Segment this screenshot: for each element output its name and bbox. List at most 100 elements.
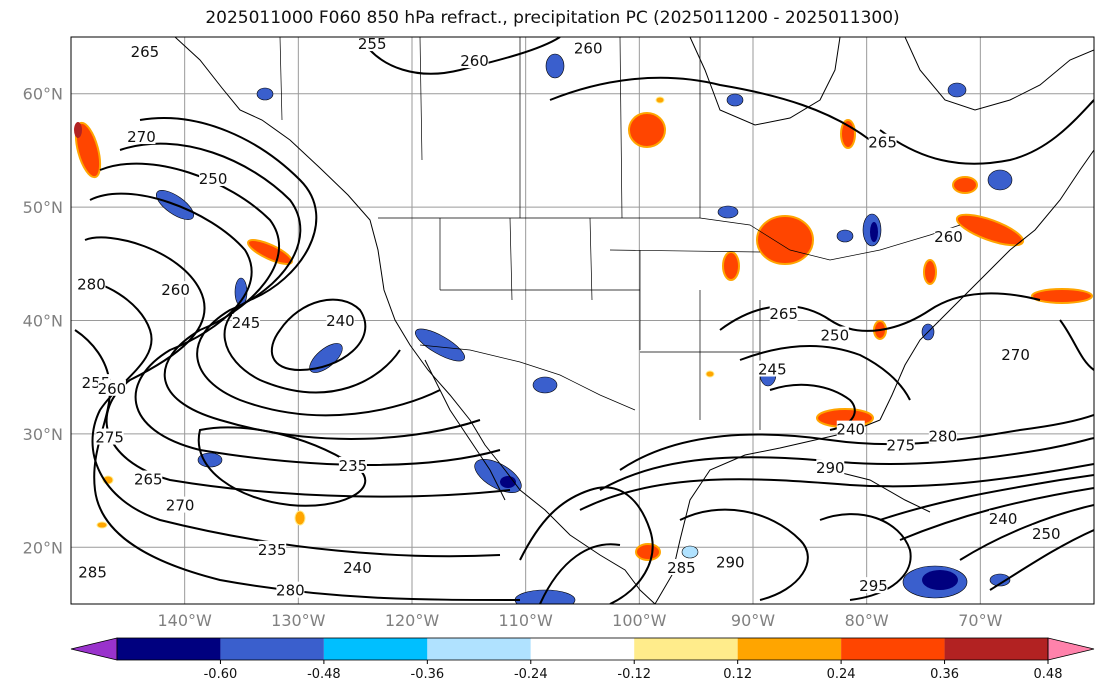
colorbar-tick-label: 0.36 — [930, 667, 959, 682]
contour-label-bg — [338, 456, 367, 473]
contour-label-bg — [232, 314, 261, 331]
province-border — [279, 37, 701, 219]
colorbar-tick-label: 0.12 — [723, 667, 752, 682]
contour-line — [879, 474, 1094, 521]
colorbar-segment — [427, 638, 531, 660]
precip-patch — [870, 222, 878, 242]
colorbar-outline — [116, 637, 1049, 661]
contour-label-bg — [716, 553, 745, 570]
contour-line — [359, 37, 561, 75]
precip-patch — [923, 259, 937, 285]
contour-line — [84, 236, 511, 498]
contour-label: 260 — [934, 228, 963, 246]
colorbar-segment-low — [70, 637, 118, 661]
contour-line — [739, 344, 911, 401]
contour-label-bg — [769, 304, 798, 321]
contour-label-bg — [97, 379, 126, 396]
lat-label: 60°N — [23, 85, 63, 104]
contour-label: 250 — [1032, 525, 1061, 543]
contour-label-bg — [127, 128, 156, 145]
coastline-hudson — [689, 37, 841, 126]
contour-line — [679, 508, 809, 601]
contour-label-bg — [343, 558, 372, 575]
precip-patch — [294, 510, 306, 526]
contour-label-bg — [199, 170, 228, 187]
contour-label-bg — [95, 428, 124, 445]
contour-label: 290 — [816, 459, 845, 477]
contour-line — [879, 99, 1094, 165]
contour-label: 265 — [769, 305, 798, 323]
precip-patch — [987, 169, 1013, 191]
contour-line — [899, 487, 1094, 541]
contour-label-bg — [667, 558, 696, 575]
colorbar-segment — [737, 638, 842, 660]
precip-patch — [947, 82, 967, 98]
contour-label-bg — [130, 43, 159, 60]
lon-label: 120°W — [385, 611, 440, 630]
map-border — [70, 36, 1095, 605]
contour-label: 260 — [161, 281, 190, 299]
contour-label: 235 — [339, 457, 368, 475]
lon-label: 140°W — [157, 611, 212, 630]
colorbar-tick-label: 0.48 — [1034, 667, 1063, 682]
contour-label: 240 — [836, 421, 865, 439]
lat-label: 50°N — [23, 198, 63, 217]
contour-label: 275 — [95, 429, 124, 447]
precip-patch — [952, 176, 978, 194]
contour-label-bg — [820, 326, 849, 343]
contour-label-bg — [868, 133, 897, 150]
contour-line — [579, 463, 1094, 511]
us-canada-border — [378, 217, 961, 261]
precip-patch — [989, 573, 1011, 587]
contour-label-bg — [859, 577, 888, 594]
contour-label: 285 — [78, 564, 107, 582]
contour-label: 240 — [989, 510, 1018, 528]
contour-label-bg — [816, 459, 845, 476]
contour-label: 275 — [886, 437, 915, 455]
precip-patch — [197, 452, 223, 468]
contour-label: 270 — [1001, 346, 1030, 364]
colorbar-segment-high — [1047, 637, 1095, 661]
colorbar-segment — [220, 638, 324, 660]
contour-label-bg — [326, 311, 355, 328]
contour-label-bg — [1001, 345, 1030, 362]
contour-label: 295 — [859, 577, 888, 595]
contour-label: 285 — [667, 559, 696, 577]
coastline-east — [879, 149, 1094, 421]
precip-patch — [922, 570, 958, 590]
precip-patch — [247, 239, 293, 265]
contour-line — [599, 437, 1094, 491]
precip-patch — [726, 93, 744, 107]
precip-patch — [532, 376, 558, 394]
coastline-cuba — [829, 469, 931, 513]
contour-line — [959, 504, 1094, 561]
contour-label-bg — [928, 427, 957, 444]
lat-label: 30°N — [23, 425, 63, 444]
contour-label-bg — [934, 227, 963, 244]
contour-line — [519, 486, 654, 604]
precip-patch — [309, 343, 343, 373]
coastline-labrador — [904, 37, 1094, 111]
colorbar-tick-label: -0.24 — [514, 667, 548, 682]
latitude-labels: 60°N 50°N 40°N 30°N 20°N — [23, 85, 63, 558]
contour-label: 260 — [460, 52, 489, 70]
precip-patch — [96, 521, 108, 529]
precip-blue-patches — [155, 53, 1013, 604]
precip-patch — [545, 53, 565, 79]
contour-label-bg — [460, 52, 489, 69]
precip-patch — [722, 251, 740, 281]
contour-label-bg — [134, 470, 163, 487]
contour-label: 240 — [343, 559, 372, 577]
contour-label-bg — [276, 581, 305, 598]
colorbar-tick-label: -0.12 — [617, 667, 651, 682]
contour-label: 290 — [716, 553, 745, 571]
contour-label-bg — [166, 496, 195, 513]
lon-label: 70°W — [958, 611, 1002, 630]
contour-label: 265 — [868, 134, 897, 152]
contour-line — [79, 279, 501, 558]
precip-patch — [256, 87, 274, 101]
contour-line — [539, 543, 621, 604]
contour-label: 280 — [77, 275, 106, 293]
